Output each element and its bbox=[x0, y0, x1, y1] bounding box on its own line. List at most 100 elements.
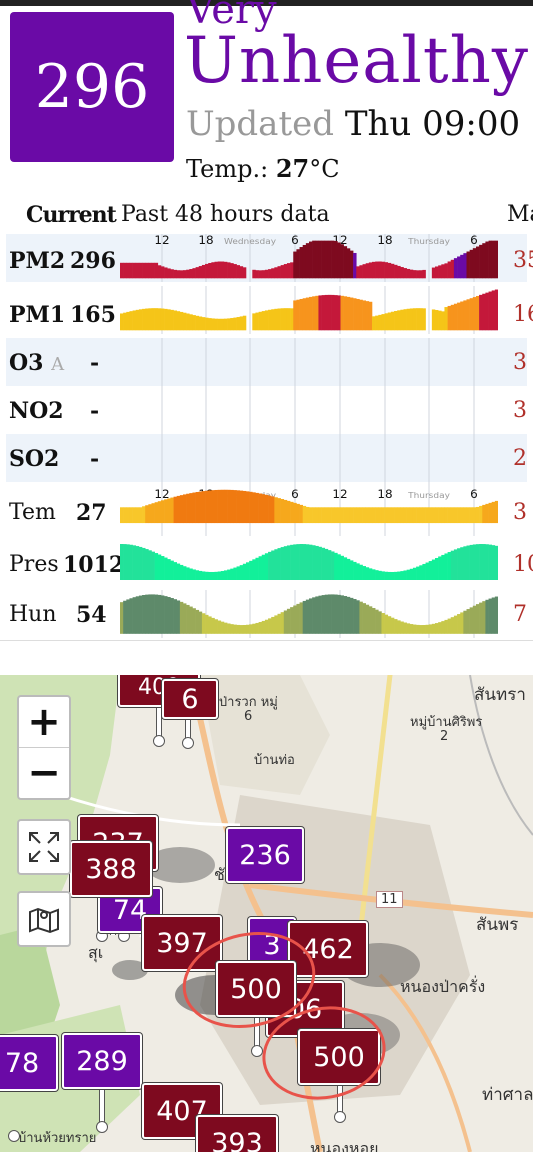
row-label: NO2 bbox=[9, 398, 64, 424]
row-max-value: 10 bbox=[513, 552, 533, 577]
temperature-value: 27 bbox=[275, 154, 310, 183]
zoom-out-button[interactable]: − bbox=[27, 750, 61, 796]
station-marker[interactable]: 388 bbox=[70, 841, 152, 897]
svg-text:Wednesday: Wednesday bbox=[224, 237, 276, 247]
station-marker-500[interactable]: 500 bbox=[298, 1029, 380, 1085]
row-no2[interactable]: NO2 - 3 bbox=[6, 386, 527, 434]
map-pin-icon bbox=[29, 907, 59, 934]
svg-text:Thursday: Thursday bbox=[407, 491, 450, 501]
svg-text:6: 6 bbox=[470, 488, 478, 501]
header-past-48h: Past 48 hours data bbox=[121, 202, 330, 227]
map-label: หนองป่าครั่ง bbox=[400, 977, 486, 996]
marker-pin bbox=[156, 705, 162, 743]
marker-pin bbox=[337, 1075, 343, 1115]
row-current-value: - bbox=[90, 350, 100, 376]
row-label-sub: A bbox=[51, 354, 65, 375]
row-label-text: O3 bbox=[9, 350, 44, 376]
row-max-value: 3 bbox=[513, 500, 527, 525]
svg-text:12: 12 bbox=[332, 488, 347, 501]
marker-pin-dot bbox=[182, 737, 194, 749]
svg-text:18: 18 bbox=[377, 488, 392, 501]
map-label: บ้านท่อ bbox=[254, 753, 295, 768]
row-label: PM2 bbox=[9, 248, 66, 274]
row-label: SO2 bbox=[9, 446, 60, 472]
row-current-value: 1012 bbox=[63, 552, 125, 578]
marker-pin-dot bbox=[96, 1121, 108, 1133]
row-max-value: 16 bbox=[513, 302, 533, 327]
svg-text:12: 12 bbox=[154, 234, 169, 247]
svg-text:18: 18 bbox=[198, 234, 213, 247]
station-marker[interactable]: 78 bbox=[0, 1035, 58, 1091]
marker-pin-dot bbox=[8, 1130, 20, 1142]
row-current-value: - bbox=[90, 398, 100, 424]
row-pressure[interactable]: Pres 1012 10 bbox=[6, 540, 533, 588]
pressure-history-chart bbox=[120, 544, 498, 580]
row-label: PM1 bbox=[9, 302, 66, 328]
row-max-value: 2 bbox=[513, 446, 527, 471]
row-current-value: 54 bbox=[76, 602, 107, 628]
pm25-history-chart: 12 18 Wednesday 6 12 18 Thursday 6 bbox=[120, 234, 498, 282]
row-label: O3 A bbox=[9, 350, 71, 376]
fullscreen-icon bbox=[29, 832, 59, 862]
status-bar bbox=[0, 0, 533, 6]
marker-pin-dot bbox=[251, 1045, 263, 1057]
row-pm10[interactable]: PM1 165 16 bbox=[6, 286, 533, 334]
map-label: บ้านห้วยทราย bbox=[18, 1131, 97, 1146]
highway-11-label: 11 bbox=[376, 891, 403, 908]
marker-pin-dot bbox=[334, 1111, 346, 1123]
svg-text:6: 6 bbox=[291, 488, 299, 501]
row-temperature[interactable]: Tem 27 3 bbox=[6, 488, 527, 536]
temperature-unit: °C bbox=[309, 155, 340, 183]
svg-text:12: 12 bbox=[154, 488, 169, 501]
marker-pin bbox=[99, 1085, 105, 1125]
row-humidity[interactable]: Hun 54 7 bbox=[6, 590, 527, 638]
marker-pin-dot bbox=[153, 735, 165, 747]
aqi-status-line1: Very bbox=[186, 0, 277, 33]
gas-history-grid bbox=[161, 338, 475, 488]
map-label: 6 bbox=[244, 709, 253, 724]
row-current-value: 165 bbox=[70, 302, 116, 328]
station-marker-500[interactable]: 500 bbox=[216, 961, 296, 1017]
marker-pin bbox=[254, 1011, 260, 1051]
updated-line: Updated Thu 09:00 bbox=[186, 104, 520, 144]
temperature-label: Temp.: bbox=[186, 155, 269, 183]
svg-text:6: 6 bbox=[291, 234, 299, 247]
updated-time: Thu 09:00 bbox=[344, 104, 521, 144]
updated-label: Updated bbox=[186, 104, 335, 144]
section-divider bbox=[0, 640, 533, 641]
row-current-value: - bbox=[90, 446, 100, 472]
map-view[interactable]: สันทรา หมู่บ้านศิริพร 2 นป่ารวก หมู่ 6 บ… bbox=[0, 675, 533, 1152]
temperature-line: Temp.: 27°C bbox=[186, 154, 340, 183]
fullscreen-button[interactable] bbox=[17, 819, 71, 875]
station-marker[interactable]: 393 bbox=[196, 1115, 278, 1152]
marker-pin bbox=[185, 715, 191, 745]
station-marker[interactable]: 236 bbox=[226, 827, 304, 883]
aqi-status-line2: Unhealthy bbox=[184, 24, 529, 98]
row-current-value: 27 bbox=[76, 500, 107, 526]
map-label: หนองหอย bbox=[310, 1139, 379, 1152]
svg-text:6: 6 bbox=[470, 234, 478, 247]
zoom-control: + − bbox=[17, 695, 71, 800]
pm10-history-chart bbox=[120, 286, 498, 334]
aqi-value: 296 bbox=[34, 52, 150, 122]
station-marker[interactable]: 6 bbox=[162, 679, 218, 719]
row-max-value: 35 bbox=[513, 248, 533, 273]
header-current: Current bbox=[26, 202, 117, 228]
row-label: Hun bbox=[9, 602, 57, 627]
row-max-value: 7 bbox=[513, 602, 527, 627]
zoom-in-button[interactable]: + bbox=[19, 697, 69, 748]
row-max-value: 3 bbox=[513, 350, 527, 375]
map-label: สันทรา bbox=[474, 685, 526, 705]
station-marker[interactable]: 289 bbox=[62, 1033, 142, 1089]
row-so2[interactable]: SO2 - 2 bbox=[6, 434, 527, 482]
svg-text:Thursday: Thursday bbox=[407, 237, 450, 247]
row-current-value: 296 bbox=[70, 248, 116, 274]
map-label: นป่ารวก หมู่ bbox=[210, 695, 278, 710]
humidity-history-chart bbox=[120, 590, 498, 638]
station-marker[interactable]: 397 bbox=[142, 915, 222, 971]
station-marker[interactable]: 462 bbox=[288, 921, 368, 977]
row-max-value: 3 bbox=[513, 398, 527, 423]
row-o3[interactable]: O3 A - 3 bbox=[6, 338, 527, 386]
map-layers-button[interactable] bbox=[17, 891, 71, 947]
